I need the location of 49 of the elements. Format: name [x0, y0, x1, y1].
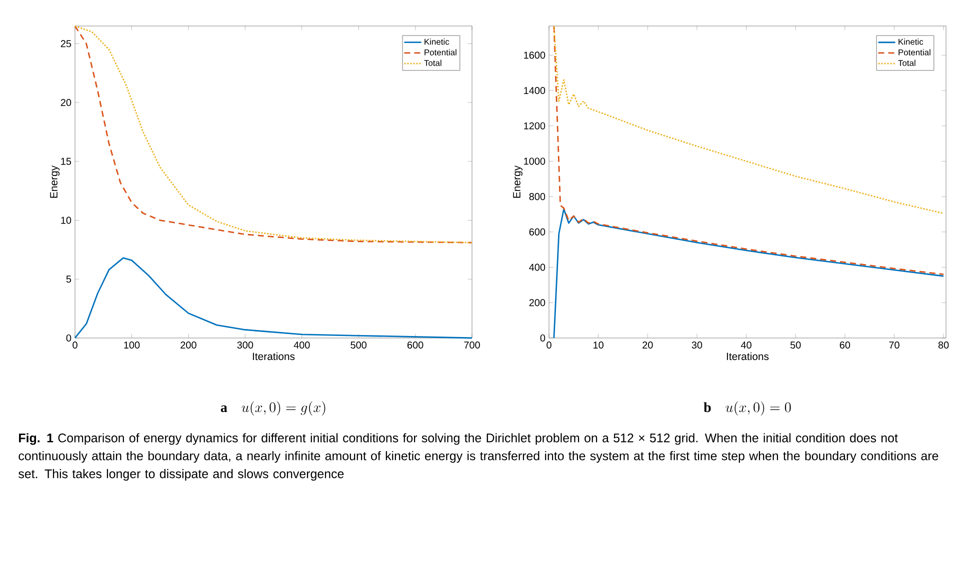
- y-tick-label: 1400: [524, 86, 546, 94]
- legend-label: Potential: [898, 49, 930, 56]
- y-tick-label: 1600: [524, 52, 546, 59]
- x-tick-label: 40: [740, 342, 752, 349]
- text: $u(x,0) = 0$: [726, 401, 791, 416]
- x-tick-label: 100: [124, 342, 140, 349]
- y-tick-label: 15: [61, 158, 72, 165]
- y-axis-title: Energy: [513, 165, 522, 198]
- y-axis-title: Energy: [50, 165, 60, 198]
- y-tick-label: 600: [529, 228, 546, 236]
- y-tick-label: 20: [60, 99, 72, 106]
- y-tick-label: 5: [66, 276, 72, 283]
- text: $u(x,0) = g(x)$: [242, 401, 326, 416]
- x-tick-label: 10: [594, 342, 604, 349]
- x-tick-label: 60: [840, 342, 850, 349]
- y-tick-label: 10: [61, 216, 72, 224]
- y-tick-label: 25: [60, 40, 72, 48]
- text: a: [220, 405, 228, 412]
- y-tick-label: 400: [529, 264, 546, 271]
- y-tick-label: 200: [529, 299, 546, 306]
- y-tick-label: 1000: [524, 158, 546, 165]
- text: Fig. 1 Comparison of energy dynamics for different initial conditions for solving the Dirichlet problem on a 512 × 512 grid. When the initial condition does not continuously attain the boundary data, a nearly infinite amount of kinetic energy is transferred into the system at the first time step when the boundary conditions are set. This takes longer to dissipate and slows convergence: [18, 433, 938, 481]
- x-axis-title: Iterations: [252, 352, 295, 360]
- x-tick-label: 30: [692, 342, 702, 349]
- x-axis-title: Iterations: [726, 352, 769, 360]
- text: b: [704, 402, 711, 412]
- legend-label: Total: [424, 60, 442, 66]
- y-tick-label: 0: [66, 334, 72, 342]
- legend-label: Kinetic: [424, 38, 450, 45]
- x-tick-label: 20: [642, 342, 653, 349]
- x-tick-label: 400: [294, 342, 310, 349]
- x-tick-label: 70: [889, 342, 900, 349]
- legend-label: Kinetic: [898, 38, 924, 45]
- line-series: [553, 25, 944, 214]
- line-series: [74, 25, 473, 244]
- x-tick-label: 600: [407, 342, 424, 349]
- x-tick-label: 500: [350, 342, 366, 349]
- x-tick-label: 700: [464, 342, 480, 349]
- x-tick-label: 0: [72, 342, 78, 349]
- x-tick-label: 50: [790, 342, 801, 349]
- y-tick-label: 0: [540, 334, 546, 342]
- legend-label: Total: [898, 60, 916, 66]
- y-tick-label: 1200: [524, 122, 546, 130]
- x-tick-label: 200: [180, 342, 196, 349]
- x-tick-label: 80: [938, 342, 949, 349]
- x-tick-label: 0: [546, 342, 552, 349]
- x-tick-label: 300: [237, 342, 254, 349]
- legend-label: Potential: [424, 49, 456, 56]
- y-tick-label: 800: [529, 193, 546, 200]
